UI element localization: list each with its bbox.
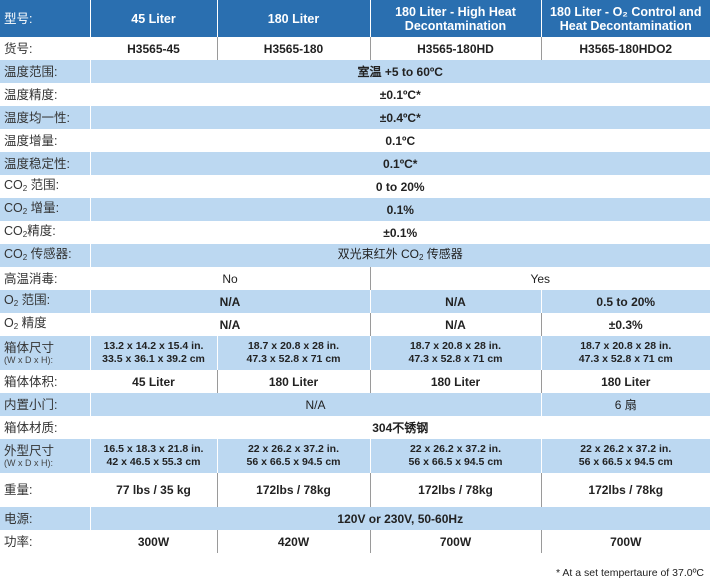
wattage-label: 功率: — [0, 530, 91, 553]
co2-accuracy-row: CO2精度: ±0.1% — [0, 221, 710, 244]
footnote: * At a set tempertaure of 37.0ºC — [556, 567, 704, 579]
weight-row: 重量: 77 lbs / 35 kg 172lbs / 78kg 172lbs … — [0, 473, 710, 507]
chamber-volume-value: 45 Liter — [132, 374, 175, 389]
weight-label: 重量: — [0, 473, 91, 507]
chamber-volume-value: 180 Liter — [369, 370, 541, 393]
temp-range-label: 温度范围: — [0, 60, 91, 83]
chamber-material-value: 304不锈钢 — [372, 420, 429, 435]
o2-accuracy-value: N/A — [369, 313, 541, 336]
part-no-value: H3565-180HDO2 — [540, 37, 710, 60]
co2-sensor-label: CO2 传感器: — [0, 244, 91, 267]
chamber-dims-value: 18.7 x 20.8 x 28 in. 47.3 x 52.8 x 71 cm — [369, 336, 541, 370]
chamber-volume-label: 箱体体积: — [0, 370, 91, 393]
model-180: 180 Liter — [216, 0, 370, 37]
temp-increment-label: 温度增量: — [0, 129, 91, 152]
inner-doors-row: 内置小门: N/A 6 扇 — [0, 393, 710, 416]
power-label: 电源: — [0, 507, 91, 530]
o2-range-value: N/A — [90, 290, 370, 313]
temp-range-value: 室温 +5 to 60ºC — [90, 60, 710, 83]
weight-value: 172lbs / 78kg — [540, 473, 710, 507]
part-no-value: H3565-180HD — [369, 37, 541, 60]
temp-increment-row: 温度增量: 0.1ºC — [0, 129, 710, 152]
co2-increment-row: CO2 增量: 0.1% — [0, 198, 710, 221]
chamber-volume-value: 180 Liter — [216, 370, 370, 393]
temp-stability-label: 温度稳定性: — [0, 152, 91, 175]
temp-uniformity-row: 温度均一性: ±0.4ºC* — [0, 106, 710, 129]
temp-stability-row: 温度稳定性: 0.1ºC* — [0, 152, 710, 175]
o2-accuracy-value: ±0.3% — [540, 313, 710, 336]
part-no-value: H3565-45 — [127, 41, 180, 56]
inner-doors-label: 内置小门: — [0, 393, 91, 416]
wattage-row: 功率: 300W 420W 700W 700W — [0, 530, 710, 553]
chamber-dims-value: 18.7 x 20.8 x 28 in. 47.3 x 52.8 x 71 cm — [216, 336, 370, 370]
temp-stability-value: 0.1ºC* — [90, 152, 710, 175]
power-row: 电源: 120V or 230V, 50-60Hz — [0, 507, 710, 530]
chamber-dims-label: 箱体尺寸 (W x D x H): — [0, 336, 91, 370]
o2-accuracy-row: O2 精度 N/A N/A ±0.3% — [0, 313, 710, 336]
co2-sensor-value: 双光束红外 CO2 传感器 — [90, 244, 710, 267]
temp-uniformity-value: ±0.4ºC* — [90, 106, 710, 129]
weight-value: 172lbs / 78kg — [216, 473, 370, 507]
temp-range-row: 温度范围: 室温 +5 to 60ºC — [0, 60, 710, 83]
high-heat-value: No — [222, 271, 238, 286]
model-45: 45 Liter — [89, 0, 217, 37]
power-value: 120V or 230V, 50-60Hz — [90, 507, 710, 530]
part-no-label: 货号: — [0, 37, 91, 60]
o2-accuracy-label: O2 精度 — [0, 313, 91, 336]
chamber-dims-value: 13.2 x 14.2 x 15.4 in. 33.5 x 36.1 x 39.2… — [90, 336, 217, 370]
high-heat-row: 高温消毒: No Yes — [0, 267, 710, 290]
chamber-dims-row: 箱体尺寸 (W x D x H): 13.2 x 14.2 x 15.4 in. 3… — [0, 336, 710, 370]
o2-range-row: O2 范围: N/A N/A 0.5 to 20% — [0, 290, 710, 313]
model-180hdo2: 180 Liter - O₂ Control and Heat Decontam… — [540, 0, 710, 37]
chamber-material-label: 箱体材质: — [0, 416, 91, 439]
model-label: 型号: — [0, 0, 90, 37]
co2-range-value: 0 to 20% — [375, 179, 425, 194]
co2-sensor-row: CO2 传感器: 双光束红外 CO2 传感器 — [0, 244, 710, 267]
spec-table: 型号: 45 Liter 180 Liter 180 Liter - High … — [0, 0, 710, 553]
external-dims-label: 外型尺寸 (W x D x H): — [0, 439, 91, 473]
co2-range-label: CO2 范围: — [0, 175, 91, 198]
header-row: 型号: 45 Liter 180 Liter 180 Liter - High … — [0, 0, 710, 37]
weight-value: 77 lbs / 35 kg — [116, 483, 191, 497]
chamber-material-row: 箱体材质: 304不锈钢 — [0, 416, 710, 439]
high-heat-label: 高温消毒: — [0, 267, 91, 290]
co2-accuracy-value: ±0.1% — [383, 225, 418, 240]
part-no-row: 货号: H3565-45 H3565-180 H3565-180HD H3565… — [0, 37, 710, 60]
co2-accuracy-label: CO2精度: — [0, 221, 91, 244]
part-no-value: H3565-180 — [216, 37, 370, 60]
inner-doors-value: N/A — [90, 393, 541, 416]
external-dims-row: 外型尺寸 (W x D x H): 16.5 x 18.3 x 21.8 in. 4… — [0, 439, 710, 473]
co2-increment-label: CO2 增量: — [0, 198, 91, 221]
co2-range-row: CO2 范围: 0 to 20% — [0, 175, 710, 198]
wattage-value: 300W — [137, 534, 170, 549]
temp-uniformity-label: 温度均一性: — [0, 106, 91, 129]
high-heat-value: Yes — [369, 267, 710, 290]
external-dims-value: 22 x 26.2 x 37.2 in. 56 x 66.5 x 94.5 cm — [216, 439, 370, 473]
o2-accuracy-value: N/A — [219, 317, 241, 332]
wattage-value: 420W — [216, 530, 370, 553]
temp-accuracy-label: 温度精度: — [0, 83, 91, 106]
inner-doors-value: 6 扇 — [540, 393, 710, 416]
wattage-value: 700W — [540, 530, 710, 553]
model-180hd: 180 Liter - High Heat Decontamination — [369, 0, 541, 37]
temp-accuracy-row: 温度精度: ±0.1ºC* — [0, 83, 710, 106]
chamber-volume-value: 180 Liter — [540, 370, 710, 393]
wattage-value: 700W — [369, 530, 541, 553]
weight-value: 172lbs / 78kg — [369, 473, 541, 507]
co2-increment-value: 0.1% — [90, 198, 710, 221]
temp-accuracy-value: ±0.1ºC* — [379, 87, 421, 102]
chamber-volume-row: 箱体体积: 45 Liter 180 Liter 180 Liter 180 L… — [0, 370, 710, 393]
temp-increment-value: 0.1ºC — [385, 133, 416, 148]
o2-range-value: N/A — [369, 290, 541, 313]
external-dims-value: 22 x 26.2 x 37.2 in. 56 x 66.5 x 94.5 cm — [369, 439, 541, 473]
external-dims-value: 16.5 x 18.3 x 21.8 in. 42 x 46.5 x 55.3 c… — [90, 439, 217, 473]
o2-range-value: 0.5 to 20% — [540, 290, 710, 313]
o2-range-label: O2 范围: — [0, 290, 91, 313]
chamber-dims-value: 18.7 x 20.8 x 28 in. 47.3 x 52.8 x 71 cm — [540, 336, 710, 370]
external-dims-value: 22 x 26.2 x 37.2 in. 56 x 66.5 x 94.5 cm — [540, 439, 710, 473]
